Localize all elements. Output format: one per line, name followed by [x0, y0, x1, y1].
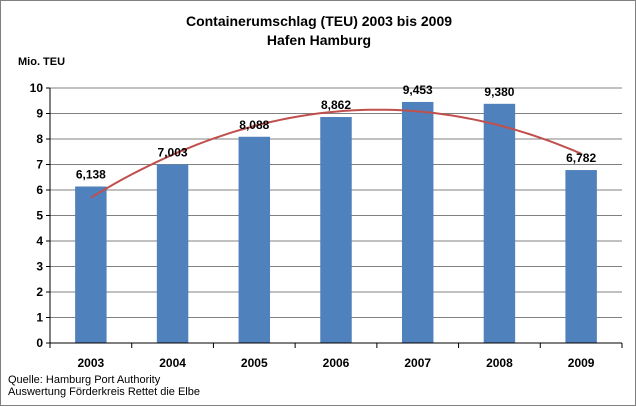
bars [75, 101, 597, 343]
y-tick-label: 3 [36, 260, 43, 274]
data-label-2003: 6,138 [76, 167, 106, 181]
y-tick-label: 1 [36, 311, 43, 325]
y-tick-label: 2 [36, 285, 43, 299]
x-tick-label-2008: 2008 [486, 356, 513, 370]
source-note: Quelle: Hamburg Port Authority [8, 374, 161, 386]
trendline-curve [90, 108, 582, 199]
credit-note: Auswertung Förderkreis Rettet die Elbe [8, 386, 200, 398]
x-tick-label-2009: 2009 [568, 356, 595, 370]
data-label-2004: 7,003 [158, 145, 188, 159]
data-label-2009: 6,782 [566, 151, 596, 165]
y-tick-label: 10 [30, 81, 44, 95]
chart-subtitle: Hafen Hamburg [267, 32, 371, 48]
chart-title: Containerumschlag (TEU) 2003 bis 2009 [186, 13, 452, 29]
bar-2006 [320, 117, 352, 343]
bar-2003 [75, 186, 107, 343]
bar-2005 [238, 136, 271, 343]
trendline [90, 108, 582, 199]
y-tick-label: 6 [36, 183, 43, 197]
data-label-2007: 9,453 [403, 83, 433, 97]
axes: 0 1 2 3 4 5 6 7 8 9 10 2003 2004 2005 2006 2007 2008 2009 [30, 81, 623, 370]
x-tick-label-2005: 2005 [241, 356, 268, 370]
bar-2007 [401, 101, 434, 343]
data-label-2006: 8,862 [321, 98, 351, 112]
x-tick-label-2006: 2006 [323, 356, 350, 370]
data-label-2005: 8,088 [239, 118, 269, 132]
bar-2008 [483, 103, 516, 343]
bar-2004 [156, 164, 189, 343]
y-axis-label: Mio. TEU [18, 56, 65, 68]
y-tick-label: 9 [36, 107, 43, 121]
y-tick-label: 8 [36, 132, 43, 146]
data-label-2008: 9,380 [484, 85, 514, 99]
y-tick-label: 4 [36, 234, 43, 248]
y-tick-label: 0 [36, 336, 43, 350]
x-tick-label-2003: 2003 [78, 356, 105, 370]
y-tick-label: 5 [36, 209, 43, 223]
x-tick-label-2007: 2007 [404, 356, 431, 370]
bar-2009 [565, 170, 597, 343]
x-tick-label-2004: 2004 [159, 356, 186, 370]
y-tick-label: 7 [36, 158, 43, 172]
data-labels: 6,138 7,003 8,088 8,862 9,453 9,380 6,782 [76, 83, 597, 182]
